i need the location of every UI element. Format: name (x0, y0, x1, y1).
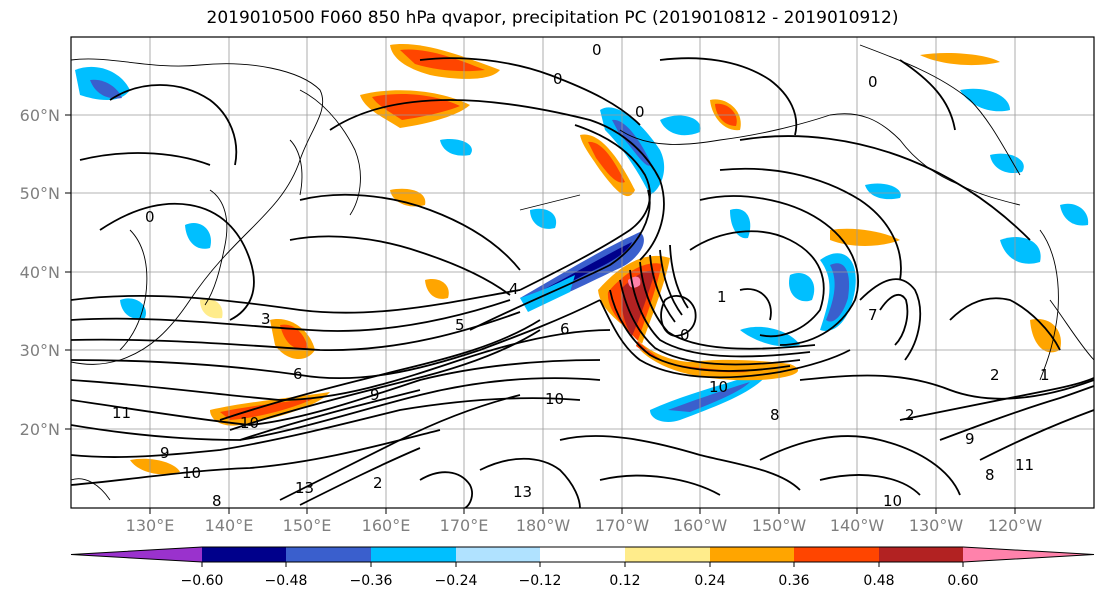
contour-label: 6 (293, 365, 303, 383)
contour-label: 7 (868, 306, 878, 324)
contour-label: 4 (509, 280, 519, 298)
lon-label: 140°E (205, 516, 254, 535)
colorbar-tick-label: 0.36 (778, 573, 809, 589)
contour-label: 2 (905, 406, 915, 424)
colorbar-tick-label: 0.60 (947, 573, 978, 589)
colorbar-segment (879, 547, 963, 562)
lon-label: 160°E (362, 516, 411, 535)
colorbar-tick-label: −0.24 (435, 573, 478, 589)
lat-label: 20°N (20, 420, 60, 439)
coastlines (71, 44, 1094, 501)
contour-label-layer: 0 0 0 0 0 0 1 1 2 2 2 3 4 5 6 6 7 8 8 8 … (112, 41, 1050, 510)
shaded-field-layer (75, 44, 1089, 475)
contour-label: 10 (240, 414, 259, 432)
lat-label: 40°N (20, 263, 60, 282)
contour-label: 0 (635, 103, 645, 121)
contour-label: 5 (455, 316, 465, 334)
colorbar-segment (625, 547, 710, 562)
colorbar-segment (540, 547, 625, 562)
contour-label: 2 (990, 366, 1000, 384)
contour-label: 10 (883, 492, 902, 510)
colorbar-extend-max (963, 547, 1094, 562)
contour-label: 6 (560, 320, 570, 338)
map-title: 2019010500 F060 850 hPa qvapor, precipit… (206, 8, 899, 28)
lon-label: 150°W (752, 516, 807, 535)
contour-label: 10 (709, 378, 728, 396)
colorbar (70, 546, 1095, 567)
contour-label: 0 (868, 73, 878, 91)
contour-label: 2 (373, 474, 383, 492)
lon-label: 160°W (673, 516, 728, 535)
contour-label: 3 (261, 310, 271, 328)
colorbar-tick-label: −0.36 (350, 573, 393, 589)
colorbar-tick-labels: −0.60 −0.48 −0.36 −0.24 −0.12 0.12 0.24 … (181, 573, 979, 589)
lat-label: 30°N (20, 341, 60, 360)
lon-label: 170°W (595, 516, 650, 535)
contour-label: 11 (112, 404, 131, 422)
longitude-axis (149, 508, 1016, 514)
lon-label: 120°W (988, 516, 1043, 535)
contour-label: 13 (513, 483, 532, 501)
contour-label: 9 (160, 444, 170, 462)
lon-label: 170°E (440, 516, 489, 535)
map-plot-area: 0 0 0 0 0 0 1 1 2 2 2 3 4 5 6 6 7 8 8 8 … (71, 37, 1094, 510)
contour-label: 0 (592, 41, 602, 59)
lon-label: 130°W (909, 516, 964, 535)
colorbar-extend-min (71, 547, 202, 562)
latitude-axis (65, 114, 71, 430)
colorbar-segment (794, 547, 879, 562)
lat-label: 50°N (20, 184, 60, 203)
lon-label: 140°W (830, 516, 885, 535)
lon-label: 150°E (283, 516, 332, 535)
colorbar-tick-label: 0.48 (863, 573, 894, 589)
contour-lines (71, 57, 1094, 508)
lon-label: 180°W (516, 516, 571, 535)
contour-label: 9 (370, 386, 380, 404)
contour-label: 1 (717, 288, 727, 306)
colorbar-tick-label: 0.24 (694, 573, 725, 589)
contour-label: 1 (1040, 366, 1050, 384)
colorbar-segment (286, 547, 371, 562)
contour-label: 11 (1015, 456, 1034, 474)
colorbar-segment (371, 547, 456, 562)
contour-label: 0 (680, 326, 690, 344)
graticule (71, 37, 1094, 508)
colorbar-tick-label: −0.48 (265, 573, 308, 589)
colorbar-segment (456, 547, 540, 562)
contour-label: 8 (212, 492, 222, 510)
lat-label: 60°N (20, 106, 60, 125)
colorbar-tick-label: −0.60 (181, 573, 224, 589)
contour-label: 8 (770, 406, 780, 424)
lon-label: 130°E (126, 516, 175, 535)
contour-label: 10 (545, 390, 564, 408)
colorbar-tick-label: 0.12 (609, 573, 640, 589)
contour-label: 0 (145, 208, 155, 226)
contour-label: 9 (965, 430, 975, 448)
colorbar-tick-label: −0.12 (519, 573, 562, 589)
contour-label: 8 (985, 466, 995, 484)
contour-label: 10 (182, 464, 201, 482)
contour-label: 0 (553, 70, 563, 88)
contour-label: 13 (295, 479, 314, 497)
colorbar-segment (202, 547, 286, 562)
colorbar-segment (710, 547, 794, 562)
